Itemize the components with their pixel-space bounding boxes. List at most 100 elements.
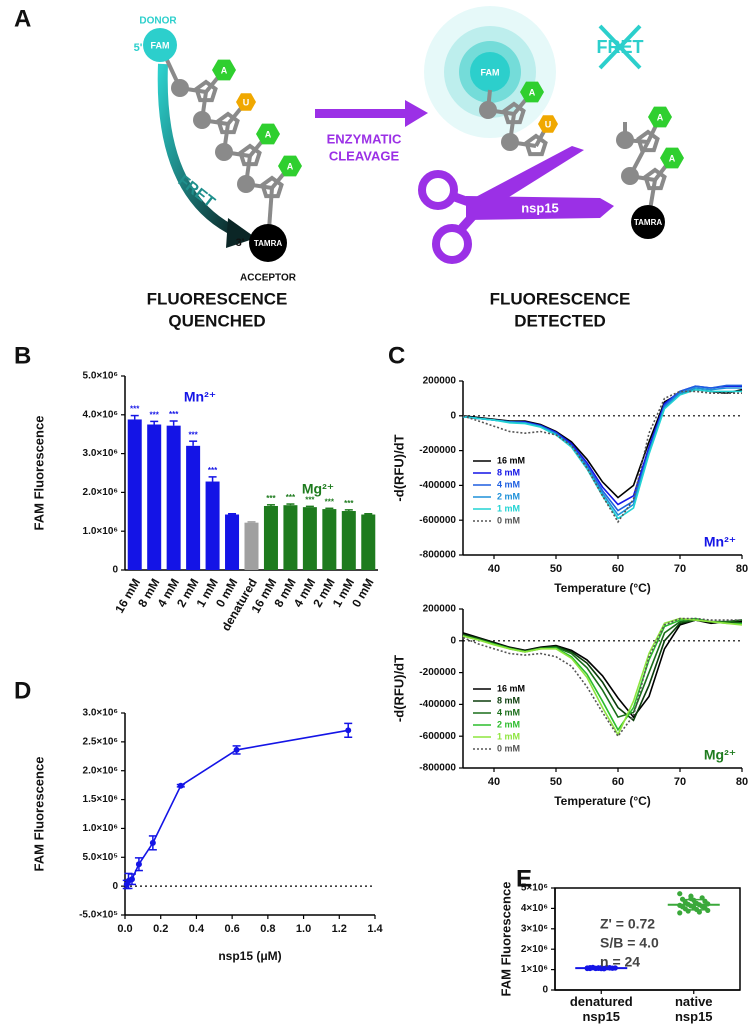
phosphate <box>237 175 255 193</box>
annotation: Mn²⁺ <box>184 389 216 405</box>
y-tick-label: 5.0×10⁶ <box>83 371 118 382</box>
series-line <box>462 617 742 738</box>
x-tick-label: denatured nsp15 <box>569 994 633 1024</box>
y-tick-label: 2×10⁶ <box>521 944 548 955</box>
bar <box>127 419 142 570</box>
panel-letter: B <box>14 342 31 369</box>
bar <box>166 425 181 570</box>
significance-label: *** <box>266 494 276 503</box>
y-tick-label: -600000 <box>419 731 456 742</box>
legend-label: 8 mM <box>497 695 520 705</box>
x-tick-label: 80 <box>736 776 748 788</box>
base <box>648 106 672 128</box>
data-point <box>135 861 142 868</box>
bar <box>205 481 220 570</box>
y-tick-label: 1.0×10⁶ <box>83 526 118 537</box>
y-tick-label: -200000 <box>419 445 456 456</box>
base-label: U <box>243 97 250 107</box>
caption: FLUORESCENCE <box>490 289 631 308</box>
scissor-handle <box>432 224 472 264</box>
y-tick-label: -400000 <box>419 699 456 710</box>
legend-label: 0 mM <box>497 743 520 753</box>
phosphate <box>193 111 211 129</box>
bar <box>283 505 298 570</box>
data-point <box>233 746 240 753</box>
series-line <box>462 387 742 517</box>
y-tick-label: 1.0×10⁶ <box>83 823 118 834</box>
acceptor-label: ACCEPTOR <box>240 273 297 284</box>
sugar <box>216 111 240 135</box>
y-tick-label: 2.5×10⁶ <box>83 736 118 747</box>
phosphate <box>215 143 233 161</box>
legend-label: 4 mM <box>497 707 520 717</box>
fret-blocked: FRET <box>597 37 644 57</box>
tamra-label: TAMRA <box>634 218 663 227</box>
fret-arrowhead <box>226 218 256 248</box>
sugar <box>524 133 548 157</box>
phosphate <box>616 131 634 149</box>
annotation: Mn²⁺ <box>704 534 736 550</box>
x-tick-label: 60 <box>612 563 624 575</box>
x-tick-label: 0.8 <box>260 923 275 935</box>
scissor-handle <box>418 170 458 210</box>
significance-label: *** <box>130 405 140 414</box>
base-label: A <box>529 87 536 97</box>
base-label: A <box>221 65 228 75</box>
significance-label: *** <box>325 497 335 506</box>
caption: DETECTED <box>514 311 606 330</box>
legend-label: 0 mM <box>497 515 520 525</box>
donor <box>143 28 177 62</box>
x-tick-label: 0.6 <box>224 923 239 935</box>
bar <box>322 509 337 570</box>
base <box>236 93 256 111</box>
base-label: A <box>657 112 664 122</box>
panel-letter: C <box>388 342 405 369</box>
significance-label: *** <box>208 466 218 475</box>
phosphate <box>621 167 639 185</box>
y-tick-label: 4.0×10⁶ <box>83 409 118 420</box>
x-tick-label: 0.2 <box>153 923 168 935</box>
x-axis-title: Temperature (°C) <box>554 581 651 595</box>
y-tick-label: 5×10⁶ <box>521 883 548 894</box>
x-tick-label: 70 <box>674 776 686 788</box>
y-tick-label: -600000 <box>419 515 456 526</box>
legend-label: 2 mM <box>497 719 520 729</box>
y-tick-label: 0 <box>450 635 456 646</box>
y-axis-title: -d(RFU)/dT <box>391 655 406 722</box>
x-axis-title: nsp15 (μM) <box>218 949 281 963</box>
scissor-blade <box>466 196 614 220</box>
base-label: A <box>287 161 294 171</box>
sugar <box>260 175 284 199</box>
y-tick-label: 3.0×10⁶ <box>83 448 118 459</box>
phosphate <box>501 133 519 151</box>
x-tick-label: 50 <box>550 563 562 575</box>
x-tick-label: 60 <box>612 776 624 788</box>
data-point <box>688 896 694 902</box>
base <box>278 155 302 177</box>
data-point <box>677 891 683 897</box>
sugar <box>643 167 667 191</box>
annotation: Mg²⁺ <box>704 747 736 763</box>
legend-label: 1 mM <box>497 503 520 513</box>
fam-label: FAM <box>151 40 170 50</box>
legend-label: 4 mM <box>497 479 520 489</box>
y-axis-title: FAM Fluorescence <box>498 882 513 997</box>
y-axis-title: FAM Fluorescence <box>31 757 46 872</box>
y-tick-label: 0 <box>112 881 118 892</box>
sugar <box>502 101 526 125</box>
caption: QUENCHED <box>168 311 265 330</box>
annotation: Mg²⁺ <box>302 481 334 497</box>
x-tick-label: 70 <box>674 563 686 575</box>
y-tick-label: 0 <box>542 985 548 996</box>
series-line <box>462 390 742 524</box>
annotation: n = 24 <box>600 954 640 970</box>
y-tick-label: 0 <box>450 410 456 421</box>
annotation: S/B = 4.0 <box>600 935 659 951</box>
y-tick-label: 200000 <box>423 604 457 615</box>
legend-label: 2 mM <box>497 491 520 501</box>
y-tick-label: 0 <box>112 565 118 576</box>
x-tick-label: 1.0 <box>296 923 311 935</box>
caption: FLUORESCENCE <box>147 289 288 308</box>
y-tick-label: 2.0×10⁶ <box>83 487 118 498</box>
